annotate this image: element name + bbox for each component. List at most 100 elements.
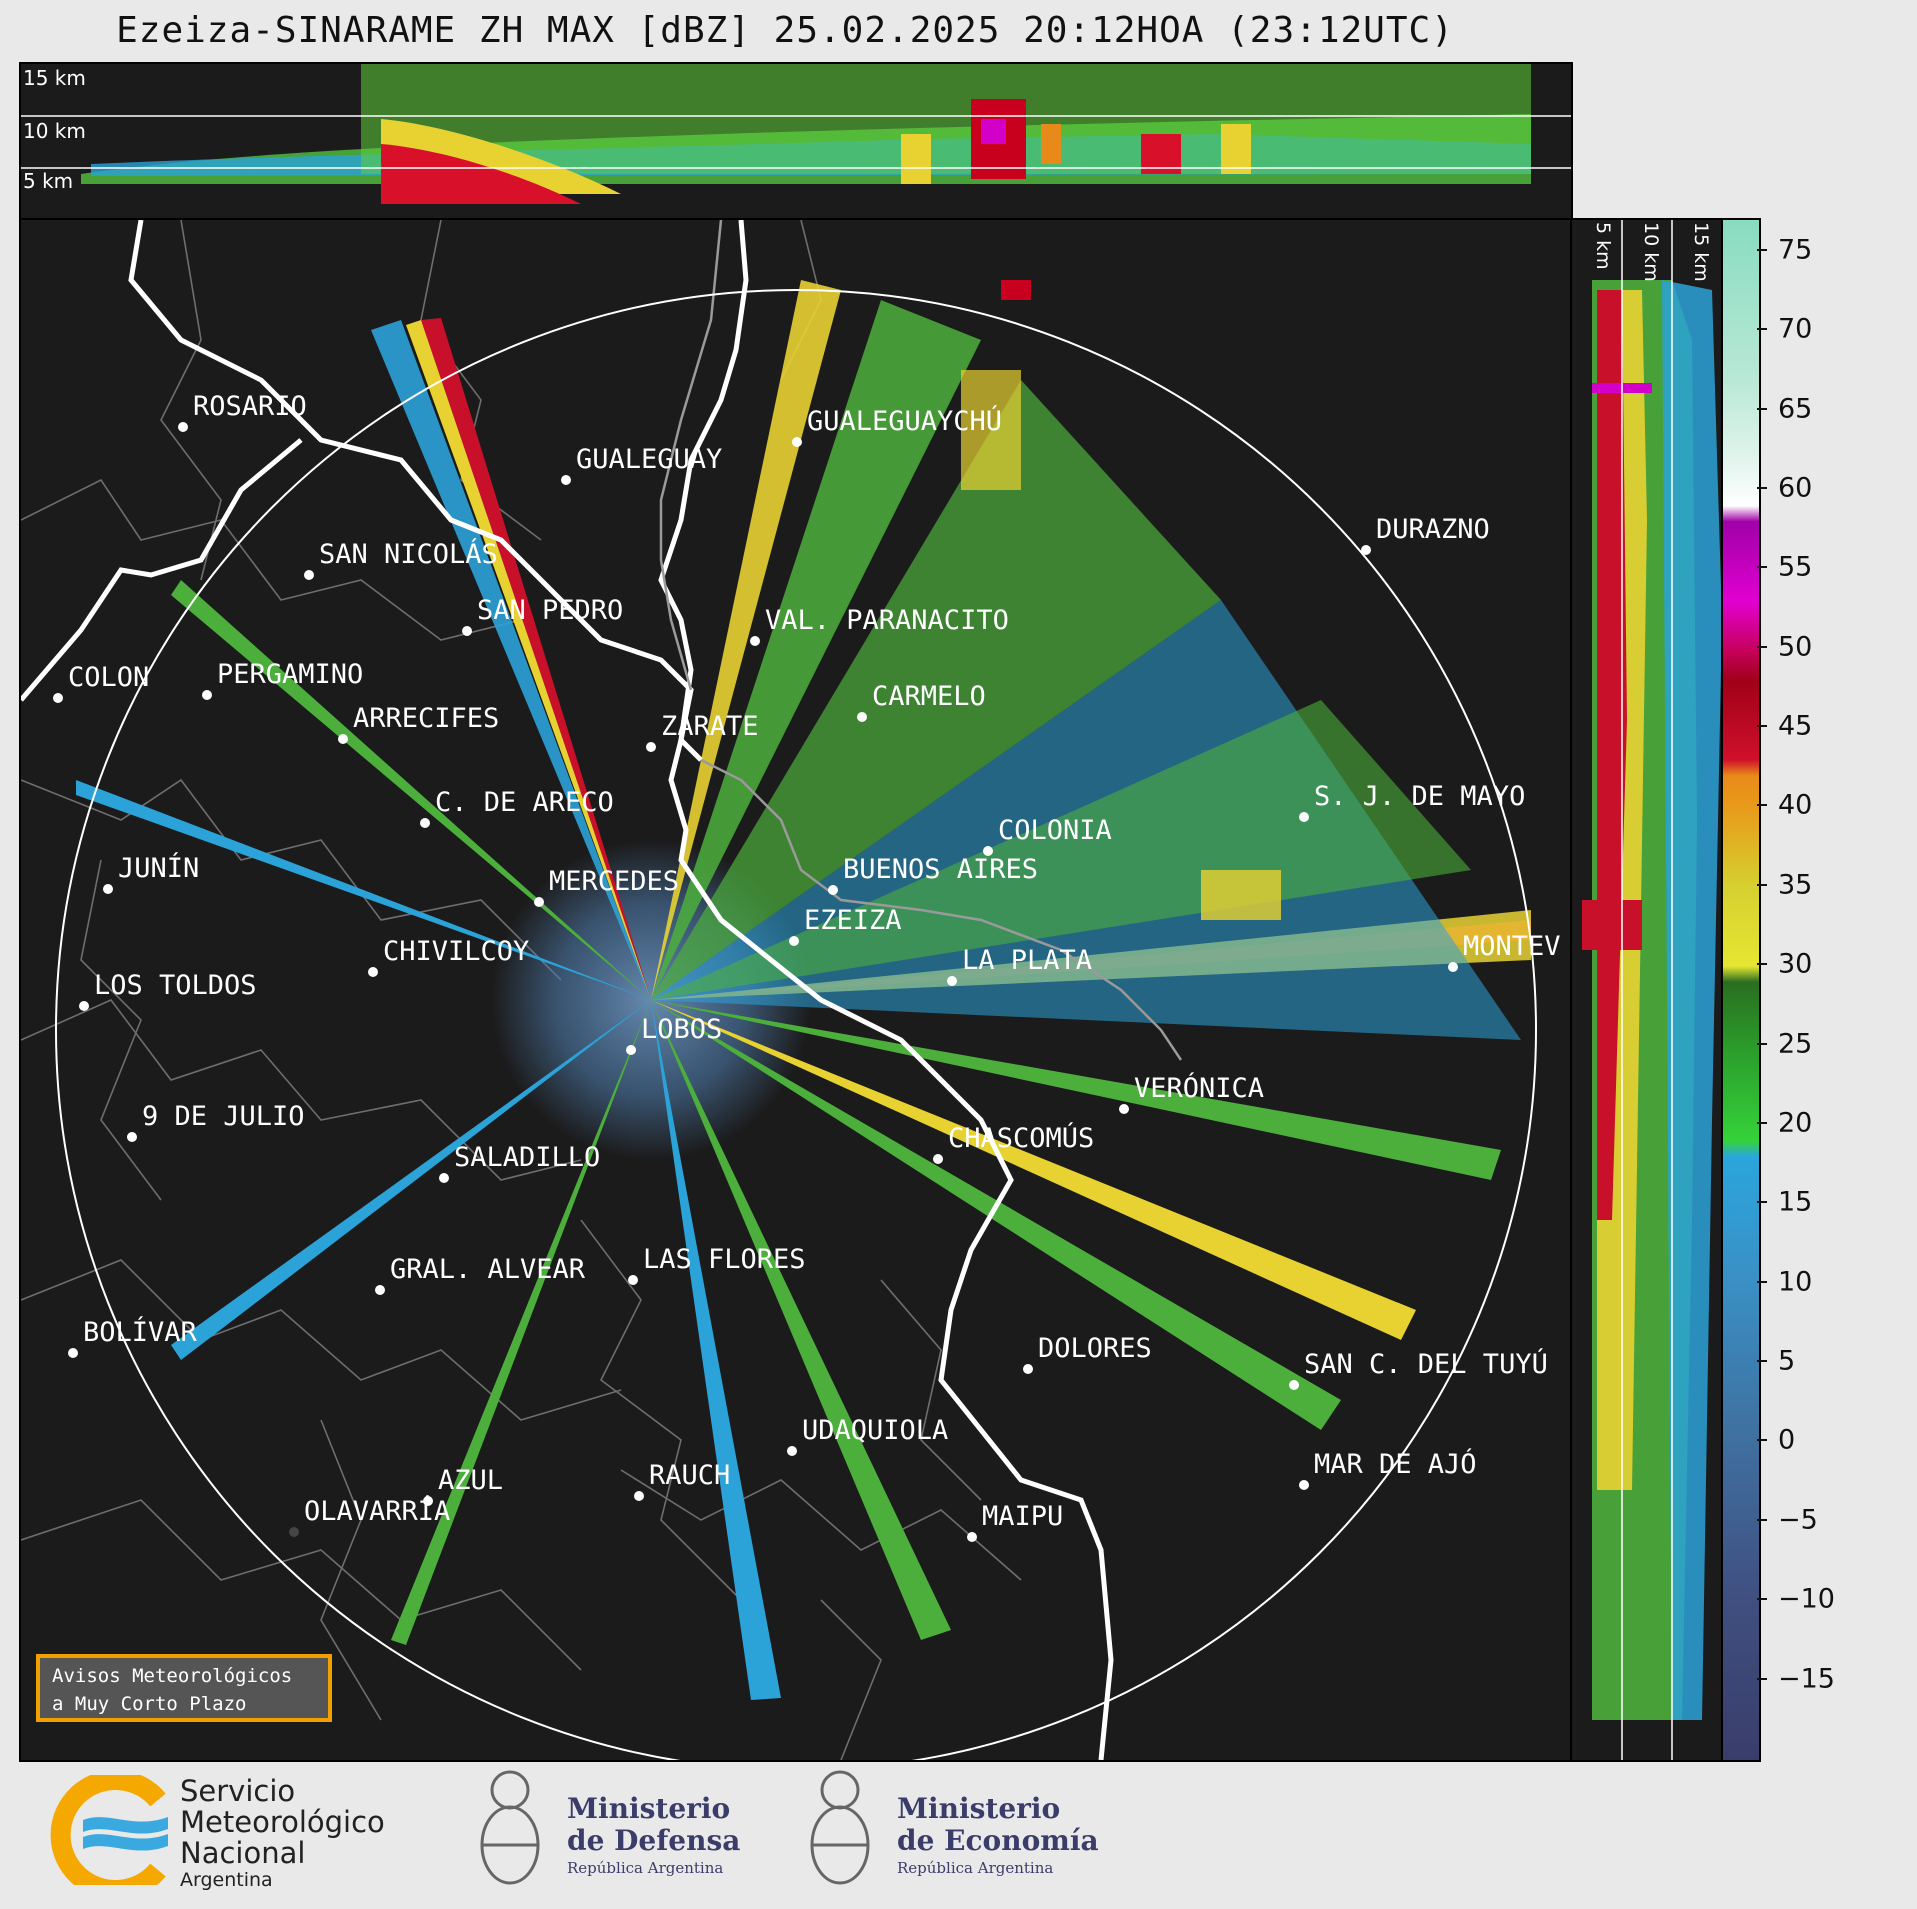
city-dot xyxy=(787,1446,797,1456)
side-cross-section-plot xyxy=(1582,220,1722,1760)
city-marker: CHASCOMÚS xyxy=(933,1122,1094,1164)
economia-logo-text: Ministerio de Economía República Argenti… xyxy=(897,1793,1099,1879)
city-marker: GRAL. ALVEAR xyxy=(375,1254,586,1295)
city-label: DOLORES xyxy=(1038,1333,1152,1364)
city-marker: C. DE ARECO xyxy=(420,787,614,828)
colorbar-tick-label: 65 xyxy=(1778,393,1813,424)
smn-line4: Argentina xyxy=(180,1869,273,1891)
city-marker: EZEIZA xyxy=(789,905,902,946)
colorbar-tick-label: 35 xyxy=(1778,869,1813,901)
range-ring xyxy=(55,289,1537,1760)
city-marker: LAS FLORES xyxy=(628,1244,806,1285)
smn-logo-icon xyxy=(50,1775,168,1885)
city-dot xyxy=(289,1527,299,1537)
city-label: GUALEGUAYCHÚ xyxy=(807,405,1002,437)
colorbar-tick-mark xyxy=(1757,1280,1767,1283)
city-marker: ROSARIO xyxy=(178,391,307,432)
city-dot xyxy=(626,1045,636,1055)
economia-line1: Ministerio xyxy=(897,1792,1061,1825)
colorbar-tick-mark xyxy=(1757,486,1767,489)
colorbar-tick-mark xyxy=(1757,1677,1767,1680)
city-label: BOLÍVAR xyxy=(83,1316,198,1348)
city-label: GRAL. ALVEAR xyxy=(390,1254,586,1285)
avisos-line1: Avisos Meteorológicos xyxy=(52,1665,293,1687)
colorbar-tick-label: 30 xyxy=(1778,948,1813,980)
city-dot xyxy=(983,846,993,856)
city-dot xyxy=(646,742,656,752)
city-marker: PERGAMINO xyxy=(202,659,363,700)
colorbar-tick-label: 50 xyxy=(1778,631,1813,663)
city-marker: COLONIA xyxy=(983,815,1112,856)
city-dot xyxy=(53,693,63,703)
city-marker: GUALEGUAY xyxy=(561,444,722,485)
smn-logo-text: Servicio Meteorológico Nacional Argentin… xyxy=(180,1776,385,1892)
city-label: AZUL xyxy=(438,1465,503,1496)
city-label: SAN C. DEL TUYÚ xyxy=(1304,1348,1548,1380)
colorbar-tick-label: 20 xyxy=(1778,1107,1813,1139)
coastline xyxy=(21,220,1114,1760)
city-label: UDAQUIOLA xyxy=(802,1415,948,1446)
colorbar-tick-mark xyxy=(1757,1360,1767,1363)
city-dot xyxy=(68,1348,78,1358)
city-marker: BUENOS AIRES xyxy=(828,854,1038,895)
city-label: RAUCH xyxy=(649,1460,730,1491)
city-marker: JUNÍN xyxy=(103,852,199,894)
city-marker: SAN NICOLÁS xyxy=(304,538,498,580)
city-label: EZEIZA xyxy=(804,905,902,936)
city-label: SALADILLO xyxy=(454,1142,600,1173)
city-label: MERCEDES xyxy=(549,866,679,897)
colorbar-tick-mark xyxy=(1757,1518,1767,1521)
city-dot xyxy=(103,884,113,894)
city-marker: OLAVARRÍA xyxy=(289,1495,450,1537)
avisos-button[interactable]: Avisos Meteorológicos a Muy Corto Plazo xyxy=(36,1654,332,1722)
city-label: 9 DE JULIO xyxy=(142,1101,305,1132)
city-dot xyxy=(127,1132,137,1142)
city-marker: LA PLATA xyxy=(947,945,1092,986)
city-dot xyxy=(1023,1364,1033,1374)
side-height-label-5km: 5 km xyxy=(1592,222,1614,270)
city-label: CHIVILCOY xyxy=(383,936,529,967)
city-marker: VAL. PARANACITO xyxy=(750,605,1009,646)
city-label: MAIPU xyxy=(982,1501,1063,1532)
city-marker: UDAQUIOLA xyxy=(787,1415,948,1456)
coat-of-arms-defensa-icon xyxy=(480,1770,540,1885)
city-label: LA PLATA xyxy=(962,945,1092,976)
colorbar-tick-label: 10 xyxy=(1778,1266,1813,1298)
colorbar-tick-label: −10 xyxy=(1778,1583,1835,1615)
side-height-label-15km: 15 km xyxy=(1690,222,1712,282)
defensa-line1: Ministerio xyxy=(567,1792,731,1825)
city-label: LAS FLORES xyxy=(643,1244,806,1275)
city-dot xyxy=(933,1154,943,1164)
city-marker: MERCEDES xyxy=(534,866,679,907)
city-dot xyxy=(534,897,544,907)
city-dot xyxy=(947,976,957,986)
city-label: JUNÍN xyxy=(118,852,199,884)
city-marker: 9 DE JULIO xyxy=(127,1101,305,1142)
city-dot xyxy=(462,626,472,636)
city-marker: GUALEGUAYCHÚ xyxy=(792,405,1002,447)
city-label: MONTEV xyxy=(1463,931,1561,962)
colorbar xyxy=(1721,218,1761,1762)
city-dot xyxy=(368,967,378,977)
city-label: DURAZNO xyxy=(1376,514,1490,545)
colorbar-tick-label: −5 xyxy=(1778,1504,1818,1536)
city-dot xyxy=(1289,1380,1299,1390)
city-label: SAN NICOLÁS xyxy=(319,538,498,570)
defensa-line3: República Argentina xyxy=(567,1859,724,1877)
colorbar-tick-label: 75 xyxy=(1778,234,1813,266)
city-label: VERÓNICA xyxy=(1134,1072,1264,1104)
city-label: PERGAMINO xyxy=(217,659,363,690)
city-label: COLON xyxy=(68,662,149,693)
height-label-10km: 10 km xyxy=(23,119,86,143)
city-dot xyxy=(423,1496,433,1506)
city-marker: DURAZNO xyxy=(1361,514,1490,555)
city-dot xyxy=(439,1173,449,1183)
colorbar-tick-mark xyxy=(1757,645,1767,648)
city-label: C. DE ARECO xyxy=(435,787,614,818)
city-label: GUALEGUAY xyxy=(576,444,722,475)
economia-line2: de Economía xyxy=(897,1824,1099,1857)
city-marker: CHIVILCOY xyxy=(368,936,529,977)
top-cross-section-plot xyxy=(21,64,1571,204)
city-label: SAN PEDRO xyxy=(477,595,623,626)
city-marker: DOLORES xyxy=(1023,1333,1152,1374)
